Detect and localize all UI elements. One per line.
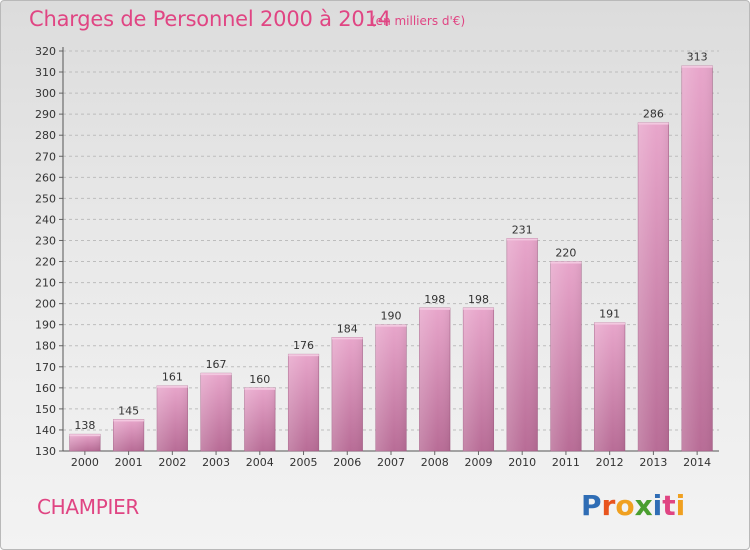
x-tick-label: 2003 <box>202 456 230 469</box>
bar-shade <box>638 122 669 451</box>
y-tick-label: 250 <box>35 192 56 205</box>
data-label: 191 <box>599 308 620 321</box>
logo-letter: i <box>675 489 686 522</box>
data-label: 184 <box>337 322 358 335</box>
x-tick-label: 2012 <box>596 456 624 469</box>
chart-title: Charges de Personnel 2000 à 2014 <box>29 7 391 31</box>
bar-top-highlight <box>331 337 363 340</box>
commune-name: CHAMPIER <box>37 495 140 519</box>
bar-top-highlight <box>288 354 319 357</box>
y-tick-label: 320 <box>35 45 56 58</box>
y-tick-label: 240 <box>35 213 56 226</box>
y-tick-label: 170 <box>35 361 56 374</box>
bar-shade <box>375 324 407 451</box>
data-label: 198 <box>424 293 445 306</box>
y-tick-label: 260 <box>35 171 56 184</box>
bar-shade <box>288 354 319 451</box>
x-tick-label: 2004 <box>246 456 274 469</box>
y-tick-label: 230 <box>35 234 56 247</box>
bar-top-highlight <box>157 385 188 388</box>
bar-top-highlight <box>113 419 144 422</box>
data-label: 160 <box>249 373 270 386</box>
bar-top-highlight <box>200 373 232 376</box>
data-label: 198 <box>468 293 489 306</box>
bars <box>69 65 713 452</box>
bar-top-highlight <box>419 307 451 310</box>
y-tick-label: 220 <box>35 256 56 269</box>
bar-top-highlight <box>638 122 669 125</box>
bar-shade <box>200 373 232 451</box>
y-tick-label: 190 <box>35 319 56 332</box>
bar-top-highlight <box>550 261 582 264</box>
y-tick-label: 160 <box>35 382 56 395</box>
bar-shade <box>331 337 363 451</box>
bar-top-highlight <box>375 324 407 327</box>
logo-letter: P <box>581 489 602 522</box>
data-label: 176 <box>293 339 314 352</box>
data-label: 286 <box>643 108 664 121</box>
bar-top-highlight <box>594 322 625 325</box>
y-tick-label: 180 <box>35 340 56 353</box>
data-label: 220 <box>555 247 576 260</box>
bar-shade <box>157 385 188 451</box>
bar-top-highlight <box>463 307 494 310</box>
bar-shade <box>594 322 625 451</box>
x-tick-label: 2013 <box>639 456 667 469</box>
bar-top-highlight <box>506 238 538 241</box>
bar-shade <box>463 307 494 451</box>
x-tick-label: 2000 <box>71 456 99 469</box>
logo-letter: t <box>662 489 676 522</box>
x-tick-label: 2008 <box>421 456 449 469</box>
data-label: 231 <box>512 223 533 236</box>
logo-letter: i <box>652 489 663 522</box>
data-label: 145 <box>118 404 139 417</box>
bar-shade <box>113 419 144 451</box>
x-tick-label: 2002 <box>158 456 186 469</box>
y-tick-label: 140 <box>35 424 56 437</box>
x-tick-label: 2009 <box>464 456 492 469</box>
bar-top-highlight <box>244 387 276 390</box>
x-tick-label: 2007 <box>377 456 405 469</box>
bar-shade <box>419 307 451 451</box>
bar-top-highlight <box>681 65 713 68</box>
proxiti-logo: Proxiti <box>581 489 685 522</box>
y-tick-label: 210 <box>35 277 56 290</box>
chart-subtitle: (en milliers d'€) <box>371 14 466 28</box>
logo-letter: x <box>634 489 653 522</box>
x-tick-label: 2011 <box>552 456 580 469</box>
bar-shade <box>506 238 538 451</box>
logo-letter: r <box>601 489 616 522</box>
logo-letter: o <box>615 489 635 522</box>
bar-shade <box>550 261 582 451</box>
y-tick-label: 300 <box>35 87 56 100</box>
x-tick-label: 2010 <box>508 456 536 469</box>
x-tick-label: 2014 <box>683 456 711 469</box>
y-tick-label: 290 <box>35 108 56 121</box>
y-tick-label: 270 <box>35 150 56 163</box>
bar-shade <box>69 434 101 451</box>
data-label: 167 <box>206 358 227 371</box>
x-tick-label: 2001 <box>115 456 143 469</box>
y-tick-label: 200 <box>35 298 56 311</box>
data-label: 313 <box>687 51 708 64</box>
x-tick-label: 2005 <box>290 456 318 469</box>
y-tick-label: 130 <box>35 445 56 458</box>
bar-top-highlight <box>69 434 101 437</box>
y-tick-label: 280 <box>35 129 56 142</box>
y-tick-label: 150 <box>35 403 56 416</box>
data-label: 138 <box>74 419 95 432</box>
bar-shade <box>244 387 276 451</box>
x-tick-label: 2006 <box>333 456 361 469</box>
y-tick-label: 310 <box>35 66 56 79</box>
data-label: 190 <box>381 310 402 323</box>
data-labels: 138 145 161 167 160 176 184 190 198 198 231 220 191 2… <box>74 51 707 432</box>
data-label: 161 <box>162 371 183 384</box>
bar-shade <box>681 65 713 451</box>
